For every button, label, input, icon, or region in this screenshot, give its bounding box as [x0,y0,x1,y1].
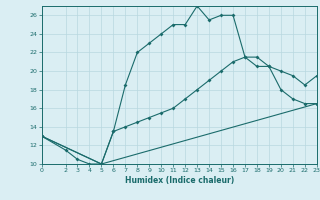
X-axis label: Humidex (Indice chaleur): Humidex (Indice chaleur) [124,176,234,185]
